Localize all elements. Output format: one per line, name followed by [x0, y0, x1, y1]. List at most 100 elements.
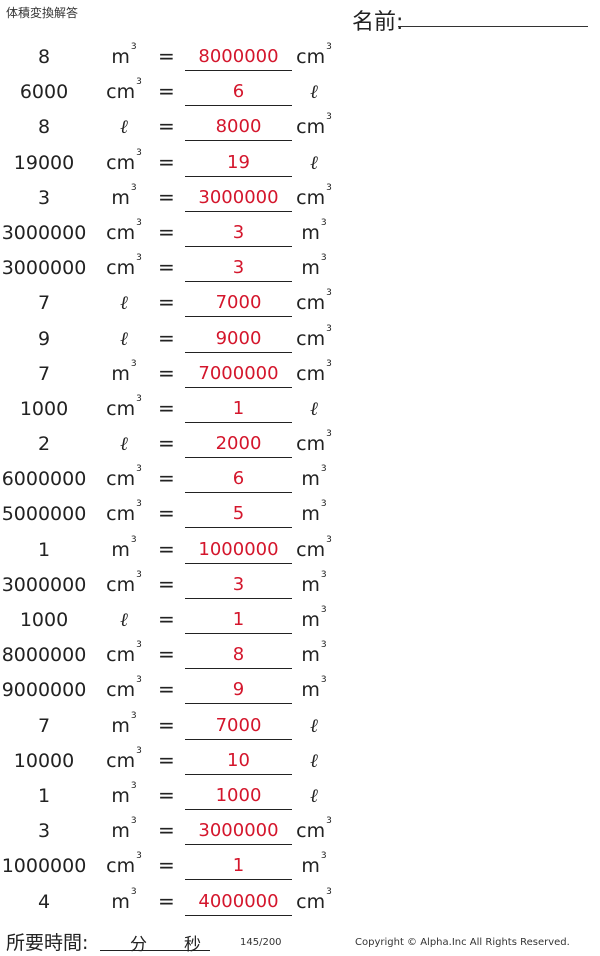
answer-value: 3 — [232, 257, 245, 279]
problem-row: 9 ℓ = 9000 cm3 — [0, 321, 600, 356]
from-unit-symbol: m3 — [111, 781, 136, 807]
equals-sign: = — [158, 642, 175, 667]
cube-exponent: 3 — [136, 569, 142, 580]
cube-exponent: 3 — [320, 499, 327, 510]
cube-exponent: 3 — [130, 42, 137, 52]
problem-row: 4 m3 = 4000000 cm3 — [0, 884, 600, 919]
liter-symbol: ℓ — [120, 433, 128, 456]
problem-row: 8000000 cm3 = 8 m3 — [0, 637, 600, 672]
cubic-meter-symbol: m — [111, 362, 130, 385]
quantity-value: 8 — [37, 116, 51, 139]
answer-underline — [185, 668, 292, 670]
equals-sign: = — [158, 466, 175, 491]
answer-value: 1000000 — [198, 538, 279, 560]
liter-symbol: ℓ — [310, 151, 318, 174]
quantity-value: 7 — [37, 714, 51, 737]
cubic-centimeter-symbol: cm — [106, 573, 136, 596]
answer-underline — [185, 316, 292, 318]
time-taken-label: 所要時間: — [6, 932, 89, 954]
answer-underline — [185, 351, 292, 353]
from-unit-symbol: cm3 — [106, 640, 142, 666]
cube-exponent: 3 — [326, 112, 332, 123]
answer-value: 3000000 — [198, 186, 279, 208]
answer-underline — [185, 421, 292, 423]
to-unit-symbol: m3 — [301, 851, 326, 877]
cube-exponent: 3 — [136, 393, 142, 404]
cubic-centimeter-symbol: cm — [106, 151, 136, 174]
answer-value: 7000000 — [198, 362, 279, 384]
cubic-centimeter-symbol: cm — [296, 116, 326, 139]
cube-exponent: 3 — [136, 147, 142, 158]
to-unit-symbol: m3 — [301, 499, 326, 525]
cube-exponent: 3 — [326, 429, 332, 440]
to-unit-symbol: m3 — [301, 675, 326, 701]
quantity-value: 7 — [37, 362, 51, 385]
equals-sign: = — [158, 853, 175, 878]
answer-value: 4000000 — [198, 890, 279, 912]
cube-exponent: 3 — [326, 534, 332, 545]
answer-underline — [185, 105, 292, 107]
cube-exponent: 3 — [326, 288, 332, 299]
to-unit-symbol: cm3 — [296, 112, 332, 139]
answer-value: 6 — [232, 468, 245, 490]
answer-underline — [185, 70, 292, 71]
cubic-centimeter-symbol: cm — [296, 292, 326, 315]
quantity-value: 1 — [37, 784, 51, 807]
equals-sign: = — [158, 536, 175, 561]
to-unit-symbol: m3 — [301, 218, 326, 244]
equals-sign: = — [158, 571, 175, 596]
answer-value: 9000 — [215, 327, 262, 349]
answer-value: 3000000 — [198, 820, 279, 842]
equals-sign: = — [158, 219, 175, 244]
cubic-centimeter-symbol: cm — [296, 46, 326, 68]
quantity-value: 8000000 — [1, 644, 87, 667]
to-unit-symbol: cm3 — [296, 429, 332, 455]
problem-row: 1000 ℓ = 1 m3 — [0, 602, 600, 637]
quantity-value: 6000 — [19, 81, 69, 104]
cube-exponent: 3 — [320, 605, 327, 615]
answer-underline — [185, 175, 292, 177]
problem-row: 9000000 cm3 = 9 m3 — [0, 672, 600, 707]
cube-exponent: 3 — [136, 675, 142, 686]
quantity-value: 7 — [37, 292, 51, 315]
cube-exponent: 3 — [130, 182, 137, 193]
liter-symbol: ℓ — [310, 81, 318, 104]
from-unit-symbol: m3 — [111, 816, 136, 843]
equals-sign: = — [158, 677, 175, 702]
answer-underline — [185, 914, 292, 916]
answer-value: 9 — [232, 679, 245, 701]
from-unit-symbol: cm3 — [106, 851, 142, 877]
worksheet-title: 体積変換解答 — [6, 6, 79, 20]
from-unit-symbol: cm3 — [106, 570, 142, 596]
answer-underline — [185, 281, 292, 283]
answer-underline — [185, 527, 292, 529]
to-unit-symbol: cm3 — [296, 535, 332, 561]
from-unit-symbol: m3 — [111, 183, 136, 209]
cubic-centimeter-symbol: cm — [106, 257, 136, 280]
to-unit-symbol: m3 — [301, 605, 326, 631]
problem-list: 8 m3 = 8000000 cm3 6000 cm3 = 6 ℓ 8 ℓ = 8000 cm3 19000 c… — [0, 39, 600, 919]
cubic-meter-symbol: m — [111, 890, 130, 913]
answer-underline — [185, 703, 292, 705]
answer-value: 1000 — [215, 784, 262, 806]
seconds-label: 秒 — [184, 935, 201, 955]
cube-exponent: 3 — [326, 886, 332, 897]
cube-exponent: 3 — [136, 640, 142, 651]
from-unit-symbol: cm3 — [106, 253, 142, 280]
to-unit-symbol: m3 — [301, 570, 326, 596]
answer-underline — [185, 245, 292, 247]
quantity-value: 5000000 — [1, 503, 87, 526]
quantity-value: 4 — [37, 890, 51, 913]
cubic-meter-symbol: m — [111, 820, 130, 843]
from-unit-symbol: cm3 — [106, 746, 142, 772]
cube-exponent: 3 — [320, 217, 327, 228]
equals-sign: = — [158, 255, 175, 280]
quantity-value: 1 — [37, 538, 51, 561]
cubic-meter-symbol: m — [111, 538, 130, 561]
cubic-centimeter-symbol: cm — [296, 186, 326, 209]
problem-row: 3 m3 = 3000000 cm3 — [0, 180, 600, 215]
name-underline — [398, 26, 588, 27]
to-unit-symbol: cm3 — [296, 42, 332, 68]
to-unit-symbol: cm3 — [296, 183, 332, 209]
cubic-centimeter-symbol: cm — [296, 362, 326, 385]
